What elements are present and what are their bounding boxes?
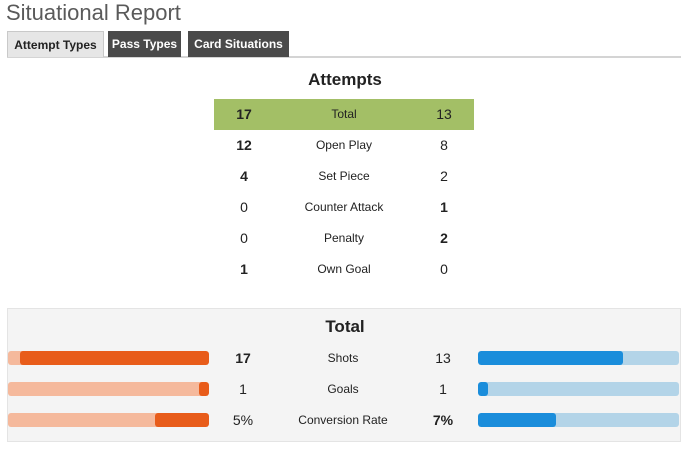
total-row: 1 Goals 1 (8, 381, 682, 398)
away-value: 2 (440, 230, 448, 246)
away-bar-fill (478, 351, 623, 365)
home-bar-fill (199, 382, 209, 396)
attempts-row: 1 Own Goal 0 (214, 254, 474, 285)
tab-pass-types[interactable]: Pass Types (108, 31, 181, 57)
away-value: 1 (440, 199, 448, 215)
away-bar-fill (478, 413, 556, 427)
home-value: 0 (240, 230, 248, 246)
total-row: 5% Conversion Rate 7% (8, 412, 682, 429)
tab-card-situations[interactable]: Card Situations (188, 31, 289, 57)
home-bar (8, 413, 209, 427)
away-value: 8 (440, 137, 448, 153)
home-value: 0 (240, 199, 248, 215)
total-title: Total (325, 317, 365, 336)
row-label: Penalty (323, 231, 365, 245)
attempts-row: 0 Penalty 2 (214, 223, 474, 254)
row-label: Open Play (315, 138, 373, 152)
attempts-row: 4 Set Piece 2 (214, 161, 474, 192)
tab-bar: Attempt Types Pass Types Card Situations (7, 31, 681, 58)
tab-attempt-types[interactable]: Attempt Types (7, 31, 104, 57)
row-label: Own Goal (317, 262, 371, 276)
away-value: 7% (432, 412, 454, 428)
row-label: Total (331, 107, 357, 121)
home-bar (8, 351, 209, 365)
home-bar-fill (155, 413, 209, 427)
away-value: 13 (436, 106, 452, 122)
row-label: Shots (327, 351, 359, 365)
home-value: 12 (236, 137, 252, 153)
away-bar (478, 382, 679, 396)
row-label: Set Piece (318, 169, 370, 183)
home-value: 17 (235, 350, 251, 366)
home-value: 4 (240, 168, 248, 184)
page-title: Situational Report (6, 0, 181, 25)
home-bar (8, 382, 209, 396)
attempts-row: 0 Counter Attack 1 (214, 192, 474, 223)
away-value: 13 (435, 350, 451, 366)
row-label: Goals (327, 382, 359, 396)
away-bar (478, 413, 679, 427)
home-value: 1 (240, 261, 248, 277)
away-value: 2 (440, 168, 448, 184)
total-panel: Total 17 Shots 13 1 Goals 1 5% Conversion Rate 7… (7, 308, 681, 442)
away-value: 0 (440, 261, 448, 277)
home-value: 5% (232, 412, 254, 428)
attempts-title: Attempts (308, 70, 382, 89)
away-bar (478, 351, 679, 365)
home-value: 1 (239, 381, 247, 397)
total-row: 17 Shots 13 (8, 350, 682, 367)
attempts-row: 12 Open Play 8 (214, 130, 474, 161)
away-bar-fill (478, 382, 488, 396)
away-value: 1 (439, 381, 447, 397)
home-value: 17 (236, 106, 252, 122)
row-label: Counter Attack (304, 200, 384, 214)
attempts-row: 17 Total 13 (214, 99, 474, 130)
row-label: Conversion Rate (298, 413, 388, 427)
home-bar-fill (20, 351, 209, 365)
